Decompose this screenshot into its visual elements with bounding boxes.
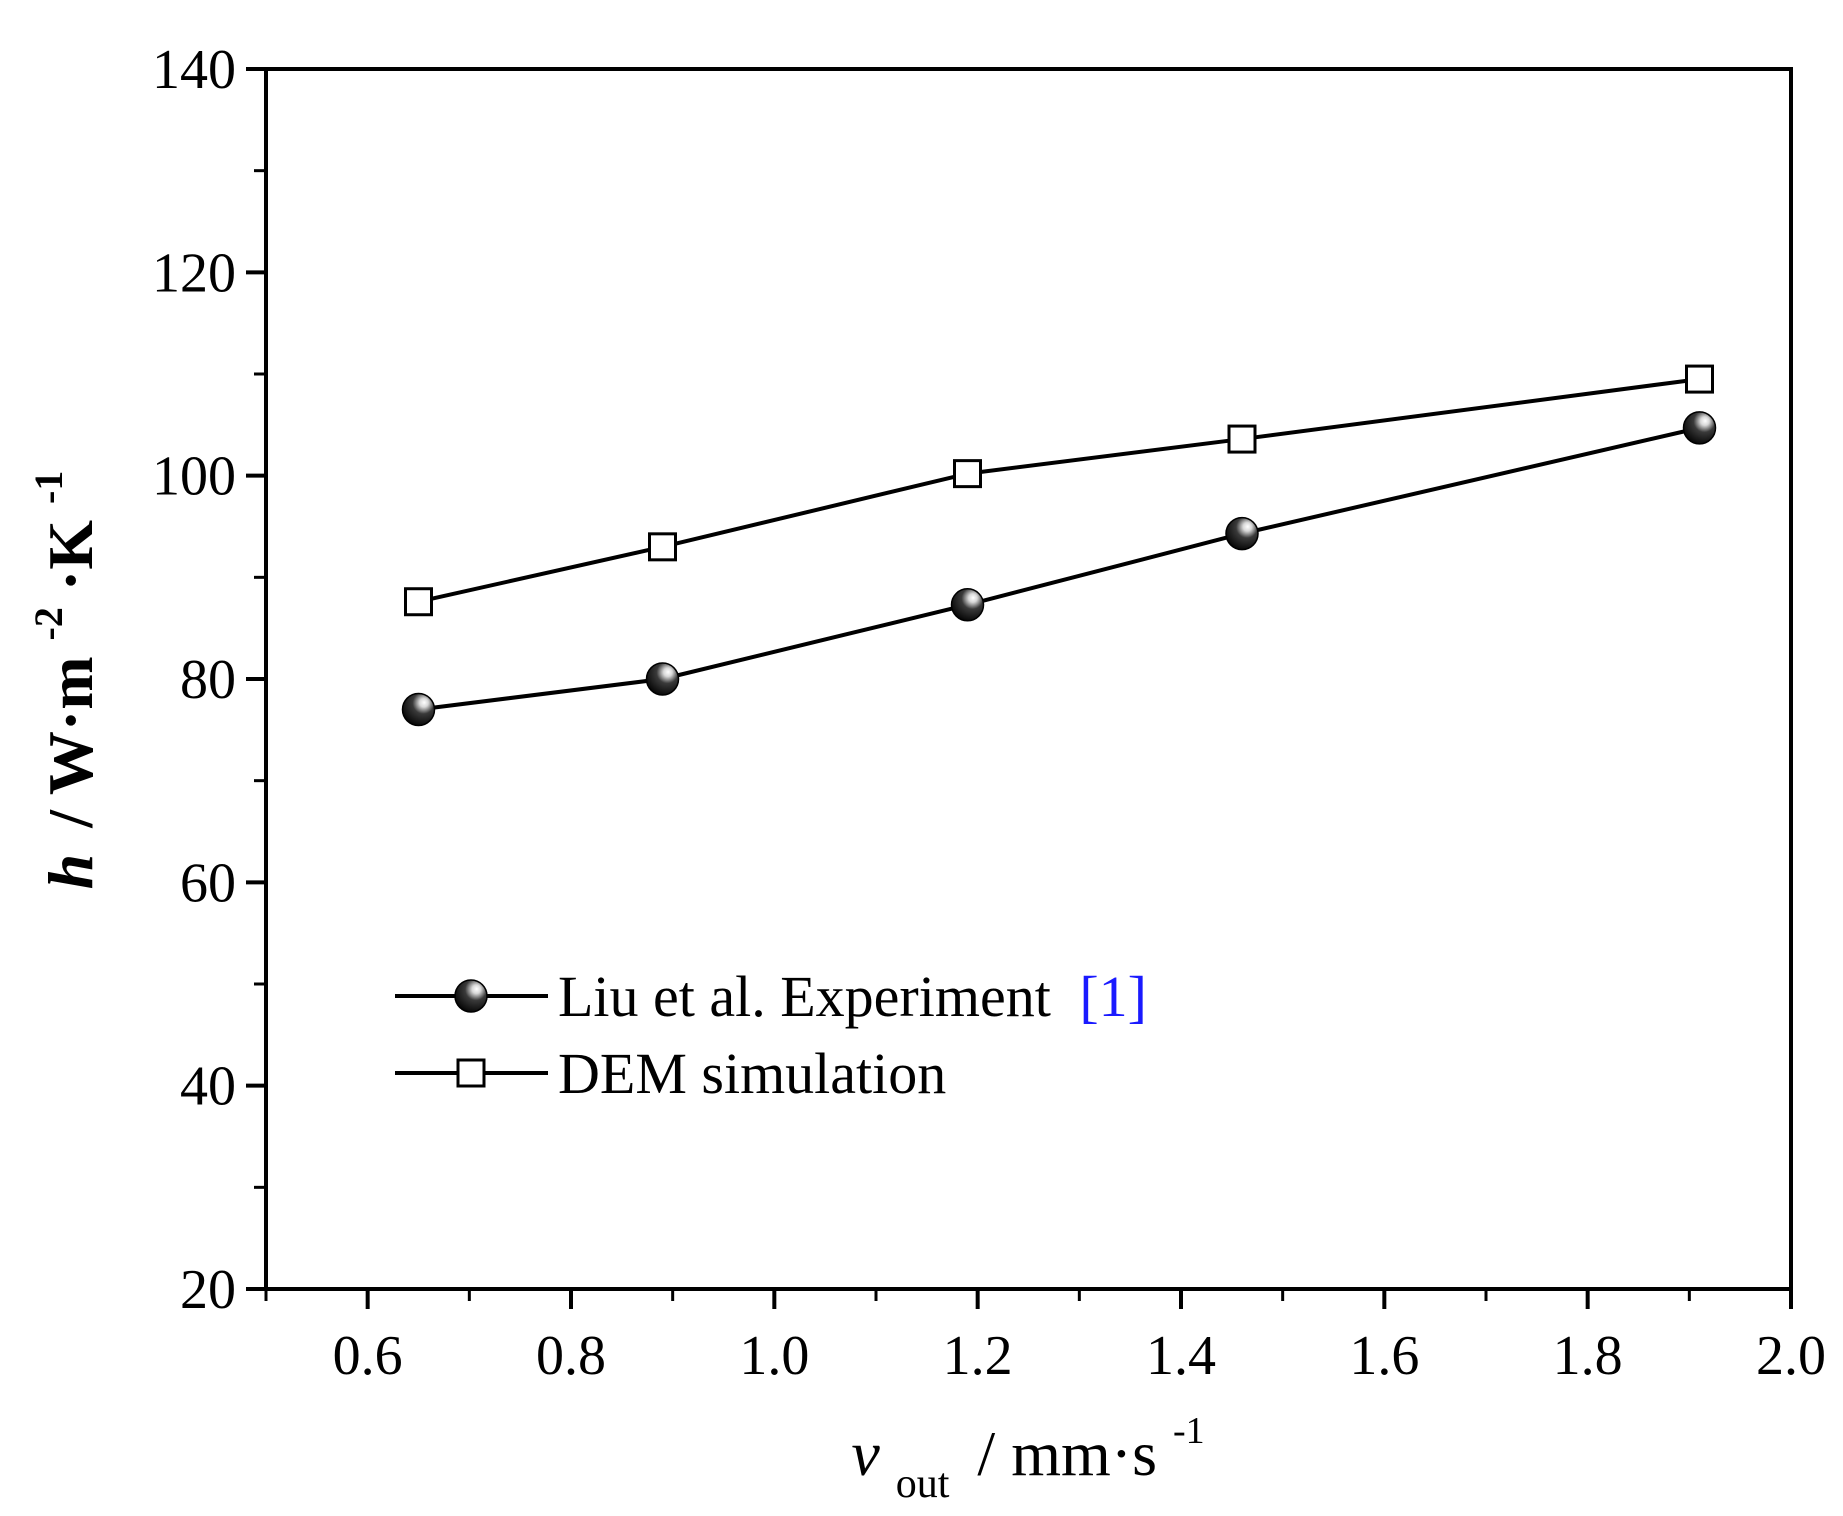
y-tick-label: 40: [180, 1056, 236, 1118]
x-axis-unit: / mm·s: [977, 1418, 1157, 1489]
x-tick-label: 1.6: [1349, 1325, 1419, 1387]
x-axis-tick-labels: 0.6 0.8 1.0 1.2 1.4 1.6 1.8 2.0: [333, 1325, 1826, 1387]
y-axis-unit-part1: / W·m: [35, 656, 106, 828]
x-axis-ticks: [264, 1289, 1793, 1309]
legend-marker-dem: [456, 1058, 486, 1088]
y-tick-label: 80: [180, 649, 236, 711]
plot-frame: [264, 67, 1793, 1291]
y-axis-unit-sup1: -2: [26, 607, 71, 640]
y-axis-tick-labels: 20 40 60 80 100 120 140: [152, 39, 236, 1321]
data-point-experiment: [401, 692, 436, 727]
data-point-experiment: [1682, 411, 1717, 445]
x-tick-label: 2.0: [1756, 1325, 1826, 1387]
legend-experiment-citation: [1]: [1079, 964, 1147, 1029]
data-point-dem: [953, 459, 982, 489]
x-tick-label: 1.2: [943, 1325, 1013, 1387]
x-tick-label: 1.4: [1146, 1325, 1216, 1387]
y-tick-label: 20: [180, 1259, 236, 1321]
legend: Liu et al. Experiment [1] DEM simulation: [395, 964, 1147, 1106]
x-axis-symbol: v: [851, 1418, 880, 1489]
series-markers: [401, 364, 1717, 727]
data-point-dem: [648, 532, 677, 562]
x-axis-title: v out / mm·s -1: [851, 1410, 1204, 1511]
series-line-dem: [418, 377, 1700, 604]
x-tick-label: 1.8: [1553, 1325, 1623, 1387]
x-tick-label: 0.8: [536, 1325, 606, 1387]
y-tick-label: 60: [180, 852, 236, 914]
data-point-dem: [404, 587, 433, 617]
x-axis-unit-sup: -1: [1173, 1410, 1205, 1452]
data-point-dem: [1685, 364, 1714, 394]
legend-label-experiment: Liu et al. Experiment [1]: [558, 964, 1147, 1029]
legend-marker-experiment: [454, 979, 488, 1013]
y-tick-label: 140: [152, 39, 236, 101]
y-axis-unit-part2: ·K: [35, 520, 106, 591]
x-tick-label: 1.0: [739, 1325, 809, 1387]
y-axis-title: h / W·m -2 ·K -1: [5, 471, 106, 890]
y-tick-label: 120: [152, 242, 236, 304]
y-tick-label: 100: [152, 446, 236, 508]
x-axis-subscript: out: [896, 1461, 950, 1507]
series-line-experiment: [418, 425, 1700, 712]
legend-experiment-name: Liu et al. Experiment: [558, 964, 1051, 1029]
data-point-experiment: [1225, 516, 1259, 551]
y-axis-symbol: h: [35, 854, 106, 890]
legend-label-dem: DEM simulation: [558, 1041, 946, 1106]
x-tick-label: 0.6: [333, 1325, 403, 1387]
y-axis-ticks: [246, 67, 266, 1291]
y-axis-unit-sup2: -1: [26, 471, 71, 504]
data-point-experiment: [950, 588, 985, 622]
data-point-dem: [1227, 424, 1257, 454]
series-lines: [418, 377, 1700, 712]
data-point-experiment: [645, 662, 680, 696]
